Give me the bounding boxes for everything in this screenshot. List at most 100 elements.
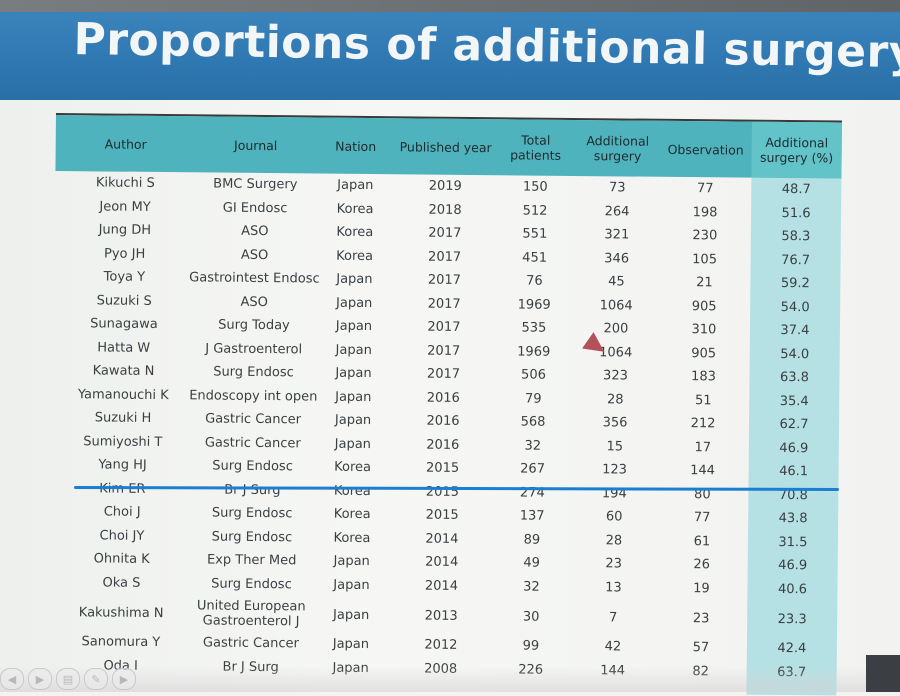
cell-journal: ASO (241, 224, 269, 240)
banner-top-strip (0, 0, 900, 12)
cell-journal: Surg Endosc (213, 364, 294, 381)
cell-published-year: 2014 (424, 578, 459, 594)
cell-additional-surgery-pct: 46.9 (778, 558, 808, 574)
cell-observation: 230 (692, 228, 718, 244)
cell-journal: Gastrointest Endosc (189, 270, 320, 287)
cell-observation: 57 (692, 640, 710, 656)
cell-published-year: 2017 (427, 272, 462, 289)
cell-additional-surgery-pct: 51.6 (781, 205, 811, 221)
presentation-controls-bar (0, 666, 900, 692)
cell-author: Suzuki H (94, 410, 152, 427)
cell-journal: Gastric Cancer (204, 435, 301, 452)
cell-author: Jeon MY (99, 199, 151, 215)
cell-additional-surgery-pct: 46.9 (779, 440, 809, 456)
cell-additional-surgery: 1064 (599, 297, 633, 314)
next-icon[interactable]: ▶ (112, 668, 136, 690)
cell-nation: Japan (336, 271, 373, 288)
cell-observation: 310 (691, 322, 717, 338)
cell-additional-surgery: 15 (606, 439, 624, 455)
cell-author: Choi JY (99, 528, 145, 544)
cell-nation: Japan (335, 295, 373, 311)
cell-observation: 17 (694, 439, 712, 456)
cell-additional-surgery-pct: 40.6 (777, 581, 808, 597)
cell-observation: 21 (696, 275, 713, 291)
cell-journal: GI Endosc (222, 200, 288, 216)
cell-published-year: 2014 (425, 531, 459, 547)
cell-additional-surgery: 7 (608, 609, 618, 625)
cell-additional-surgery-pct: 23.3 (777, 611, 807, 627)
cell-nation: Japan (334, 412, 372, 429)
header-total-patients: Total patients (510, 132, 562, 163)
cell-nation: Korea (336, 248, 374, 264)
cell-observation: 23 (692, 610, 710, 626)
cell-nation: Japan (335, 365, 372, 382)
cell-author: Oka S (102, 575, 141, 591)
cell-additional-surgery-pct: 54.0 (780, 346, 810, 362)
cell-published-year: 2017 (427, 319, 461, 336)
cell-observation: 105 (692, 251, 718, 268)
cell-journal: Surg Endosc (211, 529, 293, 546)
cell-nation: Korea (333, 483, 371, 499)
cell-journal: Surg Endosc (211, 505, 293, 522)
cell-nation: Japan (335, 318, 373, 335)
pen-icon[interactable]: ✎ (84, 668, 108, 690)
cell-journal: Endoscopy int open (189, 388, 318, 405)
cell-nation: Japan (333, 577, 370, 593)
cell-published-year: 2018 (428, 202, 462, 218)
cell-nation: Japan (332, 636, 370, 653)
play-icon[interactable]: ▶ (28, 668, 52, 690)
cell-total-patients: 1969 (517, 344, 551, 360)
cell-nation: Korea (336, 224, 374, 241)
slide-title: Proportions of additional surgery (73, 14, 900, 79)
cell-nation: Japan (333, 553, 370, 570)
cell-total-patients: 150 (522, 179, 548, 195)
cell-author: Suzuki S (96, 293, 152, 309)
cell-nation: Japan (334, 436, 372, 452)
cell-additional-surgery-pct: 54.0 (780, 299, 810, 315)
cell-published-year: 2017 (427, 296, 461, 312)
cell-total-patients: 79 (524, 391, 542, 407)
cell-published-year: 2017 (426, 366, 461, 383)
cell-observation: 19 (693, 580, 710, 597)
cell-author: Sunagawa (90, 316, 158, 333)
slides-icon[interactable]: ▤ (56, 668, 80, 690)
cell-published-year: 2012 (424, 637, 458, 654)
cell-additional-surgery-pct: 37.4 (780, 323, 810, 339)
cell-additional-surgery: 194 (601, 486, 627, 502)
cell-author: Jung DH (98, 222, 152, 239)
cell-observation: 905 (691, 345, 717, 362)
header-additional-surgery: Additional surgery (586, 133, 650, 164)
cell-additional-surgery-pct: 42.4 (777, 641, 807, 657)
cell-journal: Surg Endosc (211, 576, 292, 593)
cell-author: Hatta W (97, 340, 151, 356)
cell-total-patients: 267 (520, 461, 546, 477)
cell-author: Sumiyoshi T (83, 434, 163, 450)
cell-journal: United European Gastroenterol J (196, 598, 306, 630)
cell-additional-surgery: 45 (608, 274, 625, 290)
header-published-year: Published year (399, 138, 492, 155)
cell-journal: Gastric Cancer (202, 635, 299, 652)
cell-additional-surgery-pct: 31.5 (778, 534, 808, 550)
presentation-controls: ◀ ▶ ▤ ✎ ▶ (0, 668, 136, 690)
cell-additional-surgery-pct: 59.2 (780, 276, 810, 292)
prev-icon[interactable]: ◀ (0, 668, 24, 690)
cell-published-year: 2016 (426, 413, 460, 430)
cell-additional-surgery: 23 (605, 556, 623, 572)
cell-total-patients: 49 (523, 555, 541, 571)
cell-additional-surgery: 28 (606, 392, 624, 408)
cell-published-year: 2015 (425, 460, 460, 477)
cell-total-patients: 1969 (517, 297, 551, 313)
cell-journal: Gastric Cancer (205, 411, 302, 428)
cell-additional-surgery: 60 (605, 509, 623, 525)
cell-journal: Exp Ther Med (206, 552, 297, 569)
cell-total-patients: 32 (524, 438, 542, 454)
cell-additional-surgery: 356 (602, 415, 628, 431)
cell-total-patients: 99 (522, 638, 540, 654)
header-author: Author (104, 135, 147, 152)
cell-published-year: 2014 (425, 554, 459, 571)
data-table: Author Journal Nation Published year Total p… (50, 113, 842, 696)
cell-additional-surgery-pct: 35.4 (779, 393, 809, 409)
cell-total-patients: 137 (519, 508, 545, 524)
cell-journal: ASO (240, 294, 268, 310)
cell-additional-surgery-pct: 63.8 (779, 370, 810, 386)
